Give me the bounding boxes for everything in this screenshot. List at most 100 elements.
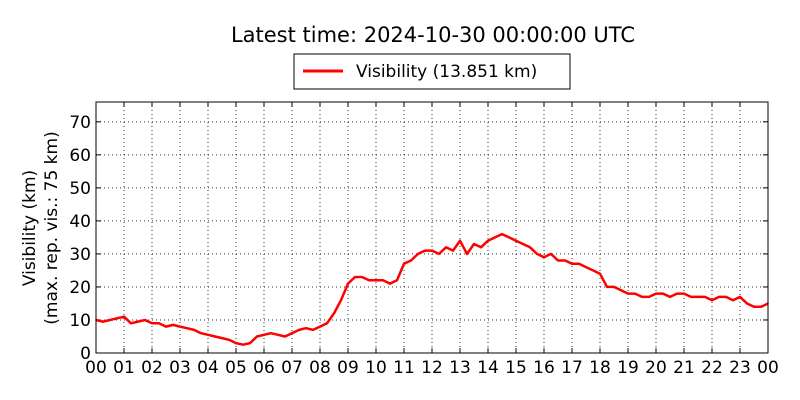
data-point <box>151 322 153 325</box>
data-point <box>725 296 727 298</box>
data-point <box>431 249 433 252</box>
data-point <box>613 286 615 288</box>
data-point <box>648 296 650 298</box>
data-point <box>571 263 573 265</box>
data-point <box>410 259 412 262</box>
x-tick-label: 15 <box>505 358 527 378</box>
data-point <box>494 236 496 239</box>
x-tick-label: 08 <box>309 358 331 378</box>
data-point <box>529 246 531 249</box>
data-point <box>403 263 405 265</box>
x-tick-labels: 00 01 02 03 04 05 06 07 08 09 10 11 12 13 14 15 16 17 18 19… <box>85 358 779 378</box>
data-point <box>487 239 489 242</box>
data-point <box>718 296 720 298</box>
data-point <box>466 253 468 255</box>
data-point <box>641 296 643 298</box>
x-tick-label: 13 <box>449 358 471 378</box>
data-point <box>753 305 755 308</box>
y-axis-label-line-1: Visibility (km) <box>20 170 40 286</box>
data-point <box>578 263 580 265</box>
data-point <box>347 282 349 285</box>
data-point <box>193 329 195 331</box>
data-point <box>165 325 167 328</box>
data-point <box>627 292 629 295</box>
x-tick-label: 20 <box>645 358 667 378</box>
y-tick-label: 60 <box>69 146 91 166</box>
chart-title: Latest time: 2024-10-30 00:00:00 UTC <box>231 23 635 47</box>
grid <box>96 102 768 353</box>
data-point <box>172 324 174 326</box>
data-point <box>249 342 251 344</box>
data-point <box>704 296 706 298</box>
data-point <box>123 315 125 318</box>
data-point <box>592 269 594 272</box>
data-point <box>109 319 111 321</box>
data-point <box>221 337 223 339</box>
data-point <box>389 282 391 285</box>
data-point <box>326 322 328 325</box>
axis-ticks <box>95 102 769 354</box>
data-point <box>242 343 244 346</box>
x-tick-label: 14 <box>477 358 499 378</box>
data-point <box>480 246 482 249</box>
data-point <box>669 296 671 298</box>
data-point <box>312 329 314 331</box>
data-point <box>305 327 307 330</box>
data-point <box>333 312 335 315</box>
x-tick-label: 09 <box>337 358 359 378</box>
series-layer <box>95 232 769 346</box>
data-point <box>158 322 160 325</box>
data-point <box>382 279 384 282</box>
data-point <box>368 279 370 282</box>
x-tick-label: 12 <box>421 358 443 378</box>
data-point <box>228 338 230 341</box>
y-tick-label: 40 <box>69 212 91 232</box>
data-point <box>452 249 454 252</box>
x-tick-label: 10 <box>365 358 387 378</box>
data-point <box>585 266 587 268</box>
x-tick-label: 23 <box>729 358 751 378</box>
data-point <box>564 259 566 262</box>
data-point <box>711 299 713 301</box>
data-point <box>760 305 762 308</box>
x-tick-label: 16 <box>533 358 555 378</box>
data-point <box>186 327 188 330</box>
data-point <box>200 332 202 334</box>
data-point <box>515 239 517 242</box>
data-point <box>207 334 209 336</box>
data-point <box>732 299 734 301</box>
x-tick-label: 05 <box>225 358 247 378</box>
data-point <box>298 329 300 331</box>
data-point <box>116 317 118 320</box>
data-point <box>508 236 510 239</box>
data-point <box>557 259 559 262</box>
data-point <box>319 325 321 328</box>
data-point <box>354 276 356 278</box>
data-point <box>501 233 503 235</box>
data-point <box>739 296 741 298</box>
data-point <box>599 272 601 275</box>
x-tick-label: 00 <box>85 358 107 378</box>
data-point <box>459 239 461 242</box>
plot-frame <box>95 101 769 354</box>
x-tick-label: 11 <box>393 358 415 378</box>
data-point <box>543 256 545 259</box>
x-tick-label: 06 <box>253 358 275 378</box>
data-point <box>396 279 398 282</box>
y-tick-label: 30 <box>69 245 91 265</box>
data-point <box>746 302 748 305</box>
data-point <box>270 332 272 334</box>
y-tick-label: 0 <box>80 344 91 364</box>
data-point <box>361 276 363 278</box>
y-tick-label: 20 <box>69 278 91 298</box>
data-point <box>375 279 377 282</box>
data-point <box>473 243 475 245</box>
x-tick-label: 00 <box>757 358 779 378</box>
data-point <box>417 253 419 255</box>
x-tick-label: 18 <box>589 358 611 378</box>
x-tick-label: 01 <box>113 358 135 378</box>
data-point <box>438 253 440 255</box>
data-point <box>634 292 636 295</box>
x-tick-label: 03 <box>169 358 191 378</box>
